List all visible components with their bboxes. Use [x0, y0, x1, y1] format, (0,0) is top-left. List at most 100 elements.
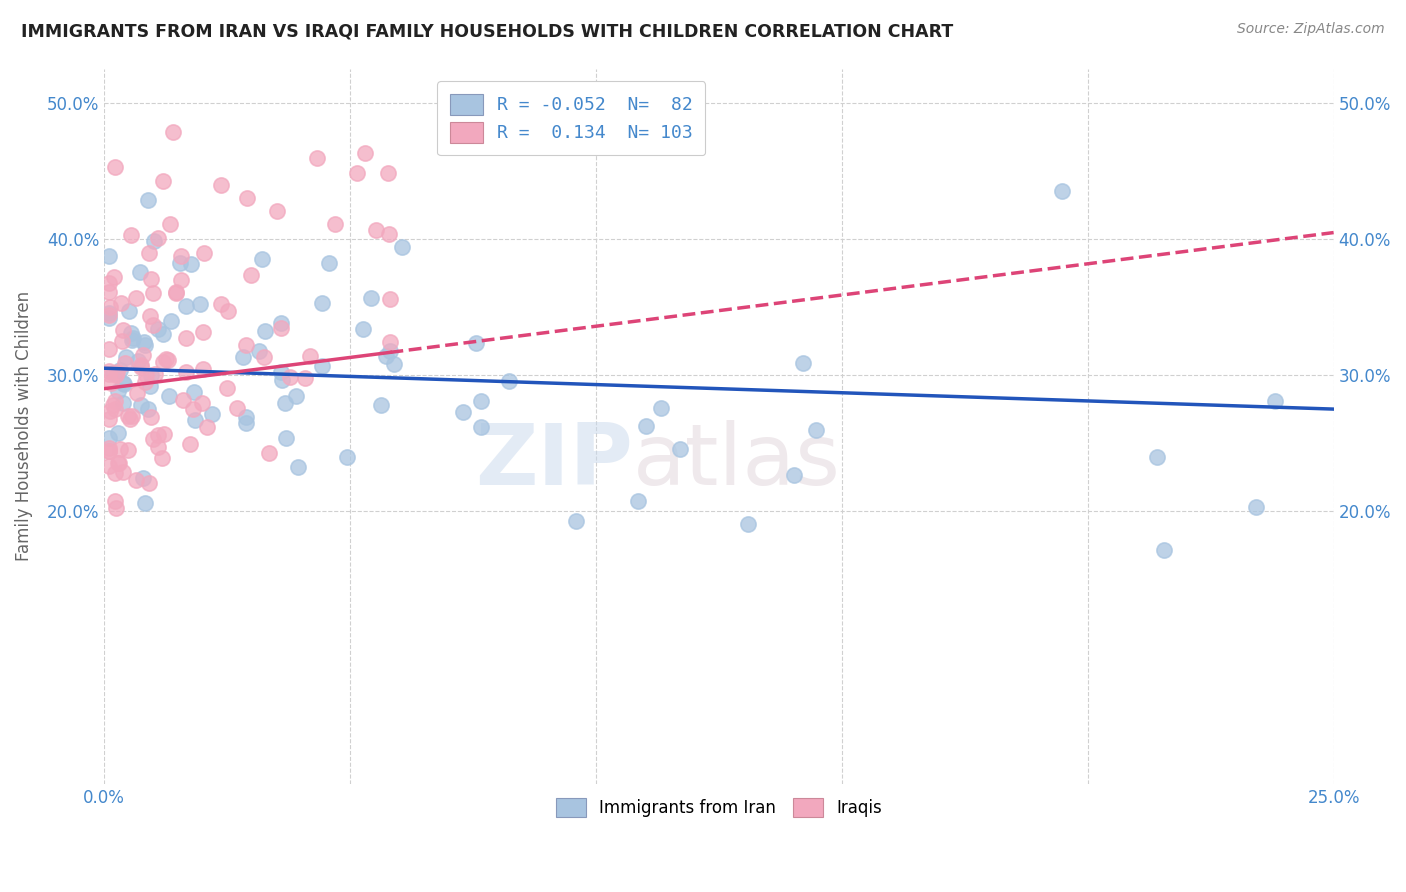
Point — [139, 409, 162, 424]
Point — [636, 419, 658, 434]
Point — [132, 334, 155, 349]
Point — [125, 473, 148, 487]
Point — [287, 460, 309, 475]
Point — [1246, 500, 1268, 514]
Point — [188, 297, 211, 311]
Point — [191, 325, 214, 339]
Point — [353, 145, 375, 160]
Point — [162, 125, 184, 139]
Point — [98, 306, 121, 320]
Point — [117, 409, 139, 424]
Point — [377, 166, 399, 180]
Point — [235, 410, 257, 425]
Point — [104, 394, 127, 409]
Point — [240, 268, 263, 282]
Point — [134, 337, 156, 351]
Point — [470, 420, 492, 434]
Point — [111, 334, 134, 348]
Point — [270, 366, 292, 380]
Point — [174, 366, 197, 380]
Point — [184, 413, 207, 427]
Text: Source: ZipAtlas.com: Source: ZipAtlas.com — [1237, 22, 1385, 37]
Point — [136, 194, 159, 208]
Point — [148, 231, 170, 245]
Point — [564, 514, 586, 528]
Point — [270, 321, 292, 335]
Point — [134, 496, 156, 510]
Point — [98, 441, 121, 455]
Point — [627, 494, 650, 508]
Point — [138, 401, 160, 416]
Point — [352, 322, 374, 336]
Point — [120, 227, 142, 242]
Point — [111, 465, 134, 479]
Point — [143, 367, 166, 381]
Point — [148, 322, 170, 336]
Point — [336, 450, 359, 464]
Point — [139, 272, 162, 286]
Point — [209, 296, 232, 310]
Point — [134, 375, 156, 389]
Point — [124, 292, 146, 306]
Point — [152, 355, 174, 369]
Point — [364, 223, 387, 237]
Point — [129, 360, 152, 375]
Point — [181, 401, 204, 416]
Point — [270, 373, 292, 387]
Point — [107, 426, 129, 441]
Point — [274, 431, 297, 445]
Point — [98, 300, 121, 314]
Point — [464, 336, 486, 351]
Point — [236, 191, 259, 205]
Point — [183, 385, 205, 400]
Point — [737, 516, 759, 531]
Point — [451, 405, 474, 419]
Point — [253, 351, 276, 365]
Point — [169, 256, 191, 270]
Point — [174, 331, 197, 345]
Point — [370, 398, 392, 412]
Point — [247, 343, 270, 358]
Point — [152, 173, 174, 187]
Point — [232, 350, 254, 364]
Point — [98, 249, 121, 263]
Point — [132, 348, 155, 362]
Point — [1153, 542, 1175, 557]
Point — [98, 458, 121, 473]
Point — [498, 374, 520, 388]
Point — [152, 426, 174, 441]
Point — [131, 398, 153, 412]
Point — [131, 470, 153, 484]
Point — [215, 381, 238, 395]
Point — [104, 161, 127, 175]
Point — [121, 333, 143, 347]
Point — [111, 323, 134, 337]
Point — [100, 404, 122, 418]
Point — [209, 178, 232, 192]
Point — [172, 393, 194, 408]
Point — [804, 424, 827, 438]
Point — [193, 245, 215, 260]
Point — [127, 354, 149, 368]
Point — [391, 240, 413, 254]
Point — [98, 311, 121, 326]
Text: atlas: atlas — [633, 420, 841, 503]
Point — [138, 475, 160, 490]
Point — [792, 356, 814, 370]
Point — [142, 286, 165, 301]
Point — [311, 296, 333, 310]
Point — [120, 326, 142, 340]
Point — [139, 309, 162, 323]
Point — [129, 358, 152, 372]
Point — [98, 367, 121, 381]
Point — [323, 217, 346, 231]
Point — [360, 291, 382, 305]
Point — [111, 376, 134, 391]
Point — [98, 364, 121, 378]
Point — [159, 217, 181, 231]
Y-axis label: Family Households with Children: Family Households with Children — [15, 291, 32, 561]
Point — [668, 442, 690, 456]
Point — [650, 401, 672, 415]
Point — [108, 362, 131, 376]
Text: ZIP: ZIP — [475, 420, 633, 503]
